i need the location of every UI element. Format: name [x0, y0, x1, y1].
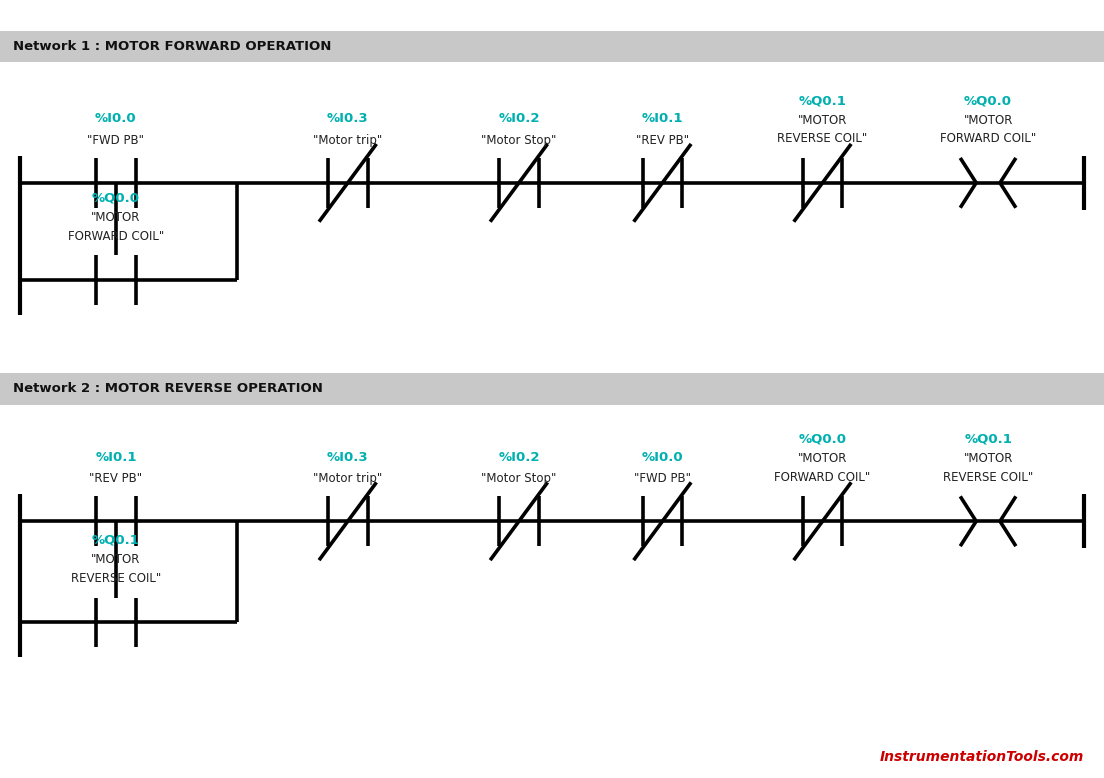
Bar — [0, 31, 1104, 62]
Text: REVERSE COIL": REVERSE COIL" — [943, 471, 1033, 484]
Text: "FWD PB": "FWD PB" — [87, 134, 145, 147]
Text: "MOTOR: "MOTOR — [964, 114, 1012, 127]
Text: "MOTOR: "MOTOR — [92, 211, 140, 224]
Text: FORWARD COIL": FORWARD COIL" — [940, 132, 1037, 145]
Text: "Motor Stop": "Motor Stop" — [481, 472, 556, 485]
Text: "Motor Stop": "Motor Stop" — [481, 134, 556, 147]
Bar — [0, 373, 1104, 405]
Text: "Motor trip": "Motor trip" — [314, 134, 382, 147]
Text: FORWARD COIL": FORWARD COIL" — [774, 471, 871, 484]
Text: %Q0.1: %Q0.1 — [798, 94, 847, 107]
Text: "Motor trip": "Motor trip" — [314, 472, 382, 485]
Text: "MOTOR: "MOTOR — [798, 114, 847, 127]
Text: %I0.0: %I0.0 — [95, 112, 137, 125]
Text: %Q0.1: %Q0.1 — [92, 534, 140, 547]
Text: %I0.0: %I0.0 — [641, 450, 683, 464]
Text: REVERSE COIL": REVERSE COIL" — [777, 132, 868, 145]
Text: "MOTOR: "MOTOR — [92, 553, 140, 566]
Text: "REV PB": "REV PB" — [89, 472, 142, 485]
Text: Network 1 : MOTOR FORWARD OPERATION: Network 1 : MOTOR FORWARD OPERATION — [13, 40, 331, 53]
Text: "FWD PB": "FWD PB" — [634, 472, 691, 485]
Text: %I0.1: %I0.1 — [641, 112, 683, 125]
Text: Network 2 : MOTOR REVERSE OPERATION: Network 2 : MOTOR REVERSE OPERATION — [13, 383, 323, 395]
Text: "MOTOR: "MOTOR — [798, 452, 847, 465]
Text: "REV PB": "REV PB" — [636, 134, 689, 147]
Text: FORWARD COIL": FORWARD COIL" — [67, 230, 164, 243]
Text: %Q0.0: %Q0.0 — [798, 433, 847, 446]
Text: REVERSE COIL": REVERSE COIL" — [71, 572, 161, 585]
Text: %Q0.1: %Q0.1 — [964, 433, 1012, 446]
Text: InstrumentationTools.com: InstrumentationTools.com — [880, 750, 1084, 764]
Text: %I0.2: %I0.2 — [498, 112, 540, 125]
Text: %I0.3: %I0.3 — [327, 450, 369, 464]
Text: %Q0.0: %Q0.0 — [92, 191, 140, 205]
Text: %I0.2: %I0.2 — [498, 450, 540, 464]
Text: %Q0.0: %Q0.0 — [964, 94, 1012, 107]
Text: "MOTOR: "MOTOR — [964, 452, 1012, 465]
Text: %I0.3: %I0.3 — [327, 112, 369, 125]
Text: %I0.1: %I0.1 — [95, 450, 137, 464]
